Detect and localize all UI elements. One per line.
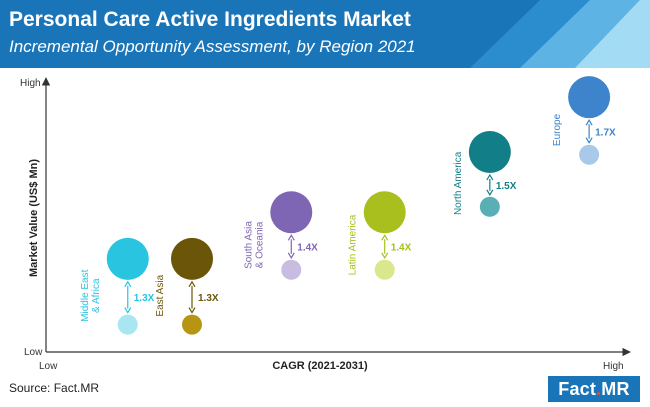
region-label-line-0-1: & Africa — [91, 278, 102, 313]
bubble-link-arrow-bottom-0 — [124, 307, 132, 314]
bubble-2021-4 — [468, 130, 511, 173]
bubble-2031-4 — [479, 196, 500, 217]
bubble-link-arrow-bottom-5 — [585, 137, 593, 144]
region-label-2: South Asia& Oceania — [243, 221, 265, 269]
bubble-2031-3 — [374, 259, 395, 280]
bubble-link-arrow-bottom-4 — [486, 189, 494, 196]
logo-dot: . — [596, 378, 602, 399]
source-note: Source: Fact.MR — [9, 381, 100, 395]
region-label-line-3-0: Latin America — [348, 214, 359, 275]
logo-fact: Fact — [558, 378, 597, 399]
bubble-2031-5 — [579, 144, 600, 165]
region-label-line-4-0: North America — [453, 151, 464, 215]
region-label-line-2-1: & Oceania — [254, 221, 265, 268]
logo-mr: MR — [601, 378, 630, 399]
bubble-multiplier-0: 1.3X — [134, 293, 155, 304]
bubble-2021-5 — [568, 76, 611, 119]
bubble-2031-1 — [182, 314, 202, 335]
bubble-group-2: 1.4X South Asia& Oceania — [243, 191, 318, 280]
factmr-logo: Fact. MR — [548, 376, 640, 402]
x-axis-label: CAGR (2021-2031) — [272, 360, 368, 372]
bubble-link-arrow-top-3 — [381, 234, 389, 241]
y-axis-label: Market Value (US$ Mn) — [28, 159, 40, 277]
bubble-2031-0 — [117, 314, 138, 335]
region-label-line-2-0: South Asia — [243, 221, 254, 269]
bubble-group-0: 1.3X Middle East& Africa — [80, 237, 155, 335]
bubble-multiplier-3: 1.4X — [391, 243, 412, 254]
bubble-group-3: 1.4X Latin America — [348, 191, 412, 280]
bubble-link-arrow-bottom-3 — [381, 252, 389, 259]
bubble-2031-2 — [281, 259, 302, 280]
bubble-2021-1 — [171, 237, 213, 280]
bubble-2021-0 — [106, 237, 149, 280]
chart-subtitle: Incremental Opportunity Assessment, by R… — [9, 37, 416, 56]
region-label-0: Middle East& Africa — [80, 269, 102, 321]
bubble-2021-3 — [363, 191, 406, 234]
region-label-line-1-0: East Asia — [155, 274, 166, 316]
chart-title: Personal Care Active Ingredients Market — [9, 8, 411, 31]
bubble-link-arrow-top-4 — [486, 173, 494, 181]
bubble-group-4: 1.5X North America — [453, 130, 517, 217]
bubble-2021-2 — [270, 191, 313, 234]
banner-stripes — [470, 0, 650, 68]
y-tick-low: Low — [24, 347, 43, 358]
bubble-link-arrow-bottom-1 — [188, 307, 196, 314]
bubble-group-5: 1.7X Europe — [552, 76, 616, 165]
bubble-multiplier-4: 1.5X — [496, 181, 517, 192]
bubble-multiplier-5: 1.7X — [595, 127, 616, 138]
bubble-link-arrow-bottom-2 — [287, 252, 295, 259]
region-label-1: East Asia — [155, 274, 166, 316]
x-tick-low: Low — [39, 361, 58, 372]
bubble-multiplier-1: 1.3X — [198, 293, 219, 304]
region-label-3: Latin America — [348, 214, 359, 275]
bubble-link-arrow-top-1 — [188, 280, 196, 288]
region-label-line-0-0: Middle East — [80, 269, 91, 321]
region-label-4: North America — [453, 151, 464, 215]
region-label-line-5-0: Europe — [552, 113, 563, 146]
bubble-multiplier-2: 1.4X — [297, 243, 318, 254]
y-tick-high: High — [20, 78, 41, 89]
header-banner: Personal Care Active Ingredients Market … — [0, 0, 650, 68]
region-label-5: Europe — [552, 113, 563, 146]
bubble-link-arrow-top-0 — [124, 280, 132, 288]
bubble-link-arrow-top-2 — [287, 234, 295, 241]
bubble-group-1: 1.3X East Asia — [155, 237, 219, 335]
x-tick-high: High — [603, 361, 624, 372]
bubble-link-arrow-top-5 — [585, 119, 593, 126]
